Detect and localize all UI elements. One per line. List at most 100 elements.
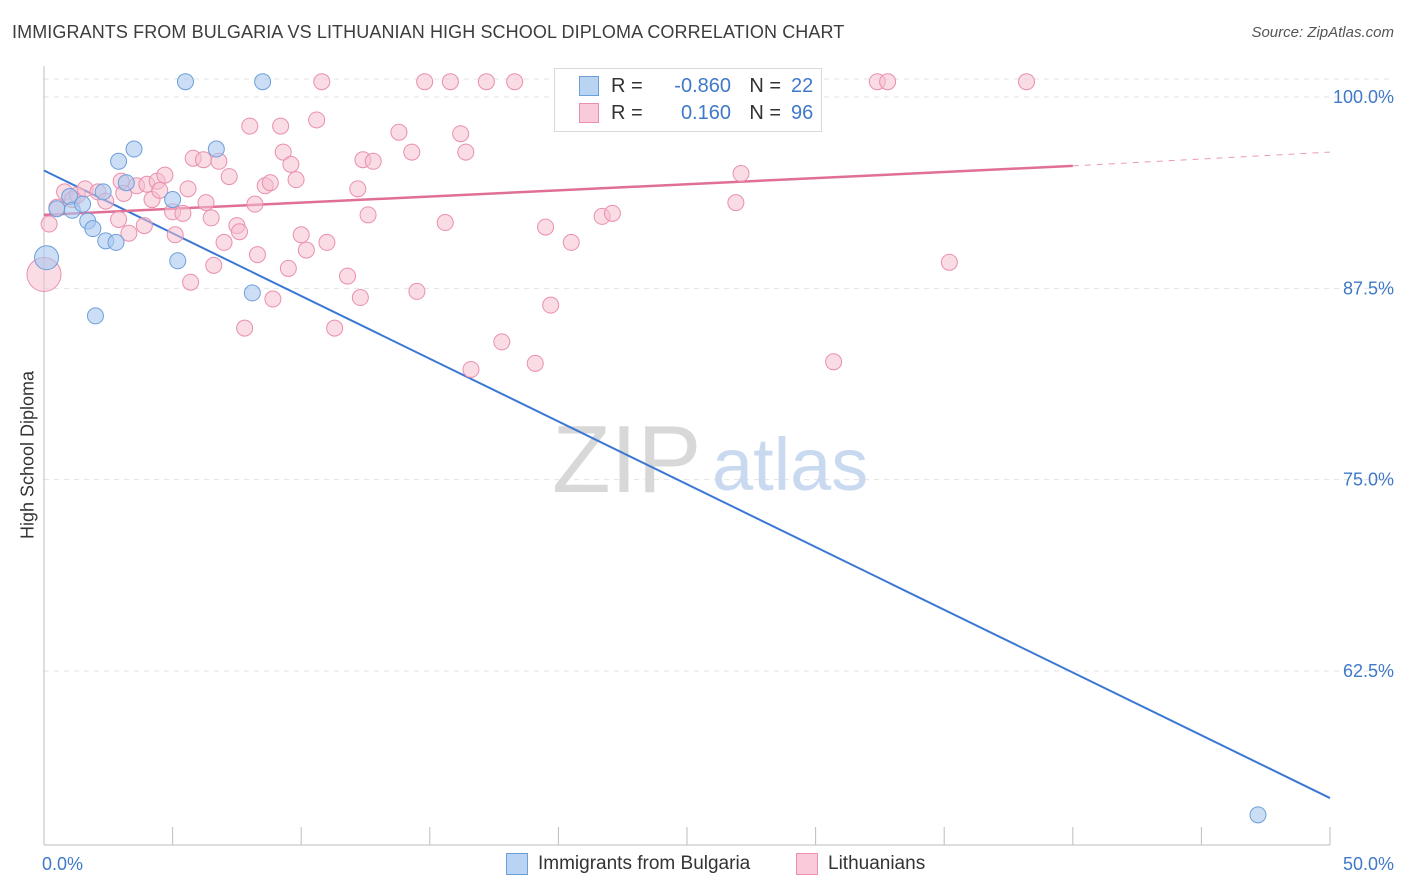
point-lithuanians xyxy=(408,282,426,300)
point-lithuanians xyxy=(174,204,192,222)
point-lithuanians xyxy=(261,174,279,192)
point-lithuanians xyxy=(292,226,310,244)
point-bulgaria xyxy=(243,284,261,302)
point-lithuanians xyxy=(236,319,254,337)
point-lithuanians xyxy=(326,319,344,337)
point-lithuanians xyxy=(110,210,128,228)
point-bulgaria xyxy=(117,174,135,192)
point-lithuanians xyxy=(274,143,292,161)
data-points xyxy=(26,73,1267,824)
point-lithuanians xyxy=(241,117,259,135)
point-lithuanians xyxy=(135,217,153,235)
point-lithuanians xyxy=(562,233,580,251)
bottom-legend-label: Immigrants from Bulgaria xyxy=(538,853,751,874)
point-lithuanians xyxy=(279,259,297,277)
legend-row-bulgaria: R = -0.860 N = 22 xyxy=(579,73,813,99)
point-lithuanians xyxy=(297,241,315,259)
bottom-legend-lithuanians: Lithuanians xyxy=(796,852,925,876)
point-bulgaria xyxy=(169,252,187,270)
point-lithuanians xyxy=(313,73,331,91)
point-bulgaria xyxy=(110,152,128,170)
point-lithuanians xyxy=(40,215,58,233)
point-lithuanians xyxy=(264,290,282,308)
y-tick-label: 62.5% xyxy=(1343,661,1394,681)
x-tick-label-right: 50.0% xyxy=(1343,854,1394,874)
legend-r-label: R = xyxy=(611,74,643,97)
point-lithuanians xyxy=(246,195,264,213)
point-lithuanians xyxy=(493,333,511,351)
source-label: Source: ZipAtlas.com xyxy=(1251,24,1394,41)
point-lithuanians xyxy=(318,233,336,251)
point-bulgaria xyxy=(254,73,272,91)
y-tick-label: 75.0% xyxy=(1343,470,1394,490)
legend-swatch-blue xyxy=(579,76,599,96)
point-lithuanians xyxy=(462,360,480,378)
y-tick-labels: 100.0% 87.5% 75.0% 62.5% xyxy=(1333,87,1394,681)
point-lithuanians xyxy=(1018,73,1036,91)
point-bulgaria xyxy=(107,233,125,251)
legend-r-value: 0.160 xyxy=(680,101,731,124)
point-lithuanians xyxy=(349,180,367,198)
point-bulgaria xyxy=(84,220,102,238)
chart-title: IMMIGRANTS FROM BULGARIA VS LITHUANIAN H… xyxy=(12,22,845,42)
watermark-atlas: atlas xyxy=(712,423,868,506)
point-lithuanians xyxy=(879,73,897,91)
point-lithuanians xyxy=(351,289,369,307)
point-bulgaria xyxy=(1249,806,1267,824)
point-lithuanians xyxy=(151,181,169,199)
bottom-legend-swatch-pink xyxy=(796,853,818,875)
point-bulgaria xyxy=(125,140,143,158)
point-lithuanians xyxy=(230,223,248,241)
point-lithuanians xyxy=(477,73,495,91)
point-lithuanians xyxy=(441,73,459,91)
point-lithuanians xyxy=(205,256,223,274)
trend-line-bulgaria xyxy=(43,169,1331,799)
trend-lines xyxy=(43,151,1331,799)
point-lithuanians xyxy=(727,194,745,212)
legend-n-value: 22 xyxy=(791,74,814,97)
trend-line-lithuanians xyxy=(43,164,1073,217)
point-lithuanians xyxy=(537,218,555,236)
point-lithuanians xyxy=(287,171,305,189)
point-lithuanians xyxy=(194,151,212,169)
trend-line-lithuanians-extension xyxy=(1072,151,1331,167)
point-bulgaria xyxy=(176,73,194,91)
point-lithuanians xyxy=(359,206,377,224)
legend-r-value: -0.860 xyxy=(674,74,731,97)
y-axis-title: High School Diploma xyxy=(17,370,38,540)
legend-row-lithuanians: R = 0.160 N = 96 xyxy=(579,100,813,126)
point-lithuanians xyxy=(506,73,524,91)
y-tick-label: 100.0% xyxy=(1333,87,1394,107)
point-lithuanians xyxy=(308,111,326,129)
watermark: ZIP atlas xyxy=(552,406,868,513)
bottom-legend-bulgaria: Immigrants from Bulgaria xyxy=(506,852,750,876)
point-bulgaria xyxy=(74,195,92,213)
point-lithuanians xyxy=(452,125,470,143)
x-tick-label-left: 0.0% xyxy=(42,854,83,874)
correlation-legend: R = -0.860 N = 22 R = 0.160 N = 96 xyxy=(554,68,822,132)
point-lithuanians xyxy=(732,165,750,183)
point-bulgaria xyxy=(86,307,104,325)
legend-n-value: 96 xyxy=(791,101,814,124)
point-lithuanians xyxy=(248,246,266,264)
point-lithuanians xyxy=(220,168,238,186)
point-lithuanians xyxy=(202,209,220,227)
point-lithuanians xyxy=(436,214,454,232)
point-lithuanians xyxy=(457,143,475,161)
legend-swatch-pink xyxy=(579,103,599,123)
point-lithuanians xyxy=(197,194,215,212)
point-lithuanians xyxy=(403,143,421,161)
point-lithuanians xyxy=(940,253,958,271)
point-bulgaria xyxy=(48,200,66,218)
point-lithuanians xyxy=(390,123,408,141)
point-lithuanians xyxy=(120,224,138,242)
axes xyxy=(43,66,1331,846)
point-lithuanians xyxy=(526,354,544,372)
y-tick-label: 87.5% xyxy=(1343,278,1394,298)
point-lithuanians xyxy=(603,204,621,222)
point-lithuanians xyxy=(156,166,174,184)
point-lithuanians xyxy=(182,273,200,291)
watermark-zip: ZIP xyxy=(552,406,701,513)
point-lithuanians xyxy=(825,353,843,371)
point-lithuanians xyxy=(364,152,382,170)
